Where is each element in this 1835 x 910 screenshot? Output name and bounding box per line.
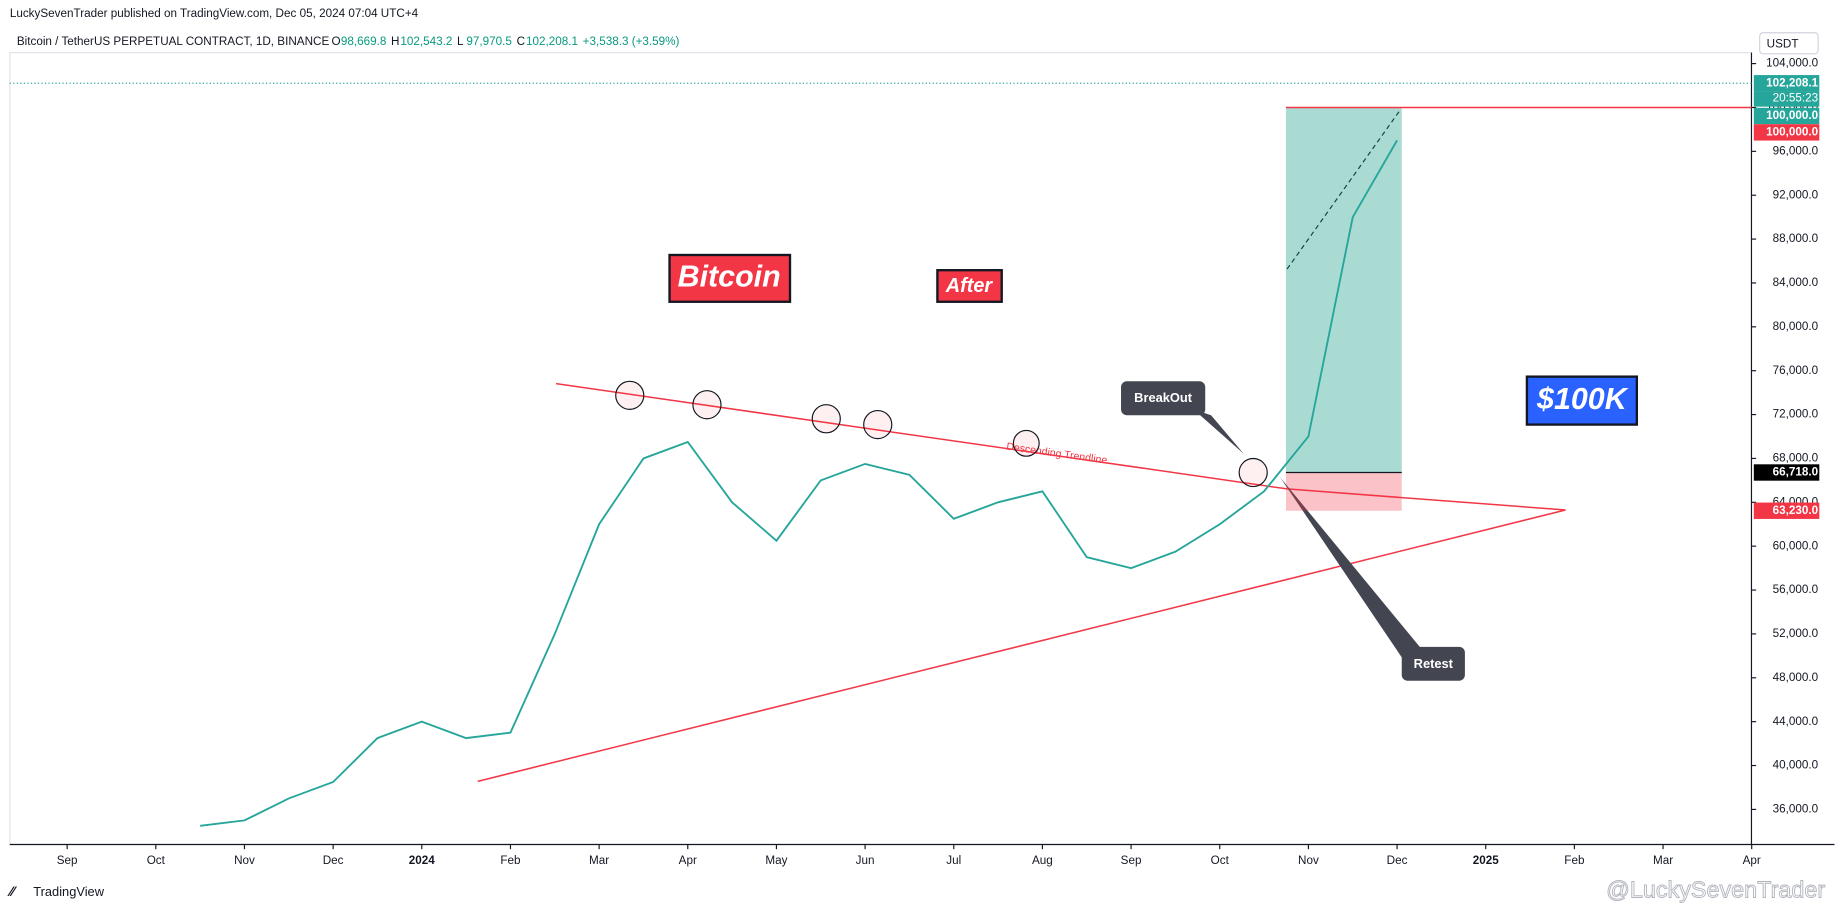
y-tick-label: 48,000.0: [1773, 671, 1819, 684]
currency: USDT: [1767, 38, 1799, 51]
symbol: Bitcoin / TetherUS PERPETUAL CONTRACT, 1…: [17, 35, 330, 48]
x-tick-label: Aug: [1032, 854, 1053, 867]
y-tick-label: 44,000.0: [1773, 715, 1819, 728]
breakout-label: BreakOut: [1134, 390, 1193, 405]
price-tag-label: 63,230.0: [1773, 504, 1819, 517]
ohlc-key: C: [517, 35, 525, 48]
ohlc-key: H: [391, 35, 399, 48]
ohlc: O 98,669.8 H 102,543.2 L 97,970.5 C 102,208.1 +3…: [331, 35, 679, 48]
price-tag-label: 100,000.0: [1766, 125, 1818, 138]
ohlc-value: 102,543.2: [400, 35, 452, 48]
x-tick-label: Mar: [1653, 854, 1673, 867]
countdown-tag: [1753, 91, 1820, 107]
price-tag-label: 66,718.0: [1773, 466, 1819, 479]
ohlc-key: L: [457, 35, 464, 48]
ohlc-value: 102,208.1: [526, 35, 578, 48]
brand: TradingView: [33, 884, 104, 899]
price-tag: [1753, 502, 1820, 519]
price-tag-label: 102,208.1: [1766, 76, 1818, 89]
after-label: After: [945, 275, 994, 297]
price-tag-label: 100,000.0: [1766, 109, 1818, 122]
brand-icon: ⁄⁄: [7, 883, 17, 899]
ohlc-key: O: [331, 35, 340, 48]
price-tag: [1753, 107, 1820, 125]
bitcoin-box: [668, 253, 792, 303]
ascending-trendline: [477, 509, 1566, 783]
loss-zone: [1285, 472, 1402, 511]
y-tick-label: 52,000.0: [1773, 627, 1819, 640]
x-tick-label: Nov: [234, 854, 255, 867]
x-tick-label: May: [765, 854, 787, 867]
x-tick-label: Mar: [589, 854, 609, 867]
x-tick-label: Dec: [1387, 854, 1408, 867]
countdown: 20:55:23: [1773, 92, 1819, 105]
price-tag: [1753, 75, 1820, 92]
retest-pointer: [1280, 477, 1422, 658]
retest-box: [1401, 646, 1465, 681]
y-tick-label: 84,000.0: [1773, 276, 1819, 289]
retest-label: Retest: [1414, 656, 1454, 671]
x-tick-label: Dec: [323, 854, 344, 867]
y-tick-label: 80,000.0: [1773, 320, 1819, 333]
bitcoin-label: Bitcoin: [678, 259, 781, 293]
target-label: $100K: [1536, 382, 1629, 416]
y-tick-label: 56,000.0: [1773, 583, 1819, 596]
y-tick-label: 36,000.0: [1773, 802, 1819, 815]
y-tick-label: 72,000.0: [1773, 408, 1819, 421]
trendline-extension: [1287, 488, 1566, 511]
published: LuckySevenTrader published on TradingVie…: [10, 7, 419, 20]
y-tick-label: 88,000.0: [1773, 232, 1819, 245]
y-tick-label: 92,000.0: [1773, 188, 1819, 201]
touch-circles: [615, 380, 1268, 488]
x-tick-label: Feb: [500, 854, 521, 867]
x-tick-label: Sep: [1121, 854, 1142, 867]
y-tick-label: 40,000.0: [1773, 759, 1819, 772]
x-tick-label: Oct: [147, 854, 166, 867]
breakout-box: [1121, 381, 1206, 416]
target-box: [1525, 375, 1639, 426]
x-tick-label: Apr: [1743, 854, 1761, 867]
x-tick-label: 2024: [409, 854, 436, 867]
x-tick-label: 2025: [1473, 854, 1500, 867]
breakout-pointer: [1193, 409, 1244, 454]
currency-box: [1759, 32, 1819, 55]
x-tick-label: Feb: [1564, 854, 1585, 867]
price-tag: [1753, 124, 1820, 141]
after-box: [936, 269, 1003, 303]
x-tick-label: Nov: [1298, 854, 1319, 867]
x-tick-label: Sep: [57, 854, 78, 867]
y-tick-label: 68,000.0: [1773, 452, 1819, 465]
watermark: @LuckySevenTrader: [1606, 876, 1825, 902]
profit-zone: [1285, 107, 1402, 473]
y-tick-label: 60,000.0: [1773, 539, 1819, 552]
x-tick-label: Jul: [946, 854, 961, 867]
x-tick-label: Oct: [1211, 854, 1230, 867]
price-tag: [1753, 464, 1820, 481]
x-tick-label: Apr: [679, 854, 697, 867]
y-tick-label: 76,000.0: [1773, 364, 1819, 377]
descending-trendline: [555, 382, 1288, 490]
ohlc-value: 97,970.5: [466, 35, 512, 48]
x-tick-label: Jun: [856, 854, 875, 867]
change: +3,538.3 (+3.59%): [583, 35, 680, 48]
price-line: [200, 139, 1398, 827]
y-tick-label: 104,000.0: [1766, 57, 1818, 70]
ohlc-value: 98,669.8: [341, 35, 386, 48]
y-tick-label: 96,000.0: [1773, 144, 1819, 157]
